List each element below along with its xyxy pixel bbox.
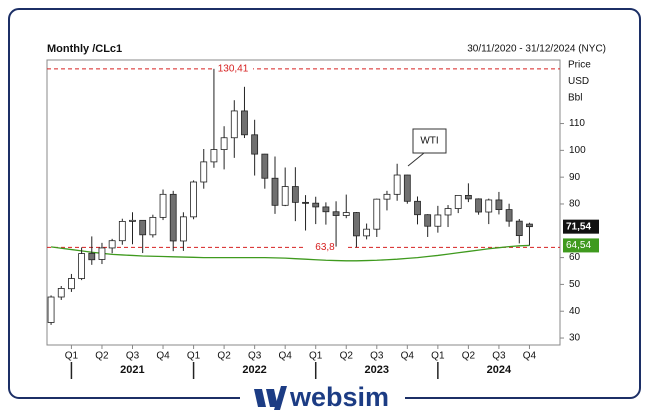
x-tick-label: Q1 bbox=[309, 351, 323, 362]
plot-frame bbox=[46, 59, 561, 346]
date-range: 30/11/2020 - 31/12/2024 (NYC) bbox=[467, 44, 606, 55]
candle-body bbox=[98, 247, 106, 260]
candle-body bbox=[434, 214, 442, 227]
candle-body bbox=[363, 228, 371, 237]
y-tick-label: 60 bbox=[569, 252, 581, 263]
year-label: 2023 bbox=[364, 364, 388, 376]
x-tick-label: Q2 bbox=[217, 351, 231, 362]
x-tick-label: Q2 bbox=[462, 351, 476, 362]
outer-border bbox=[8, 8, 641, 399]
x-tick-label: Q4 bbox=[279, 351, 293, 362]
candle-body bbox=[190, 181, 197, 218]
x-tick-label: Q4 bbox=[401, 351, 415, 362]
candle-body bbox=[261, 153, 269, 179]
x-tick-label: Q3 bbox=[370, 351, 384, 362]
candle-body bbox=[403, 174, 411, 202]
candle-body bbox=[220, 137, 228, 150]
candle-body bbox=[342, 212, 350, 216]
ref-label-bg bbox=[305, 241, 345, 254]
candle-body bbox=[495, 199, 503, 211]
x-tick-label: Q3 bbox=[492, 351, 506, 362]
candle-body bbox=[475, 198, 482, 213]
y-tick-label: 80 bbox=[569, 199, 581, 210]
candle-body bbox=[414, 200, 421, 216]
x-tick-label: Q2 bbox=[340, 351, 354, 362]
annotation-label: WTI bbox=[420, 136, 438, 147]
x-tick-label: Q1 bbox=[431, 351, 445, 362]
candle-body bbox=[291, 186, 299, 203]
candle-body bbox=[129, 219, 136, 222]
y-tick-label: 90 bbox=[569, 172, 581, 183]
candle-body bbox=[57, 288, 65, 298]
candle-body bbox=[424, 214, 432, 227]
candle-body bbox=[353, 212, 360, 237]
candle-body bbox=[179, 216, 187, 242]
candle-body bbox=[526, 223, 533, 228]
y-tick-label: 40 bbox=[569, 306, 581, 317]
unit-label: Bbl bbox=[568, 93, 582, 104]
x-tick-label: Q4 bbox=[156, 351, 170, 362]
candle-body bbox=[322, 206, 330, 213]
x-tick-label: Q1 bbox=[187, 351, 201, 362]
candle-body bbox=[47, 296, 55, 323]
candle-body bbox=[149, 216, 157, 236]
last-price-label: 71,54 bbox=[566, 221, 591, 232]
y-tick-label: 50 bbox=[569, 279, 581, 290]
ma-line bbox=[50, 244, 530, 262]
unit-label: USD bbox=[568, 76, 589, 87]
x-tick-label: Q1 bbox=[65, 351, 79, 362]
x-tick-label: Q3 bbox=[248, 351, 262, 362]
candle-body bbox=[515, 220, 523, 237]
ref-label-bg bbox=[213, 62, 253, 75]
x-tick-label: Q3 bbox=[126, 351, 140, 362]
candle-body bbox=[200, 161, 208, 183]
ref-label: 63,8 bbox=[315, 242, 335, 253]
ref-label: 130,41 bbox=[218, 63, 249, 74]
logo-icon bbox=[254, 386, 287, 410]
candle-body bbox=[312, 202, 320, 208]
ma-price-label: 64,54 bbox=[566, 240, 591, 251]
candle-body bbox=[159, 193, 167, 218]
chart-title: Monthly /CLc1 bbox=[47, 43, 122, 55]
candle-body bbox=[230, 110, 238, 139]
candle-body bbox=[68, 278, 75, 290]
candle-body bbox=[281, 186, 289, 206]
brand: websim bbox=[289, 382, 389, 412]
candle-body bbox=[118, 221, 126, 242]
candle-body bbox=[210, 149, 218, 163]
candle-body bbox=[271, 177, 279, 206]
candle-body bbox=[444, 208, 452, 216]
candle-body bbox=[169, 193, 177, 242]
year-label: 2022 bbox=[242, 364, 266, 376]
candle-body bbox=[78, 253, 86, 279]
candle-body bbox=[485, 199, 493, 213]
candle-body bbox=[251, 134, 259, 155]
annotation: WTI bbox=[407, 128, 447, 167]
y-tick-label: 100 bbox=[569, 145, 586, 156]
candle-body bbox=[139, 219, 147, 236]
candle-body bbox=[373, 198, 381, 230]
ma-price-box bbox=[563, 238, 599, 253]
candle-body bbox=[241, 110, 248, 136]
candle-body bbox=[108, 240, 116, 249]
candle-body bbox=[464, 194, 472, 200]
candle-body bbox=[383, 193, 391, 200]
y-tick-label: 30 bbox=[569, 333, 581, 344]
candle-body bbox=[505, 209, 513, 222]
y-tick-label: 110 bbox=[569, 118, 585, 129]
candle-body bbox=[393, 174, 401, 195]
unit-label: Price bbox=[568, 60, 591, 71]
x-tick-label: Q2 bbox=[95, 351, 109, 362]
year-label: 2021 bbox=[120, 364, 144, 376]
candle-body bbox=[332, 211, 340, 216]
candle-body bbox=[302, 201, 309, 204]
x-tick-label: Q4 bbox=[523, 351, 537, 362]
year-label: 2024 bbox=[487, 364, 512, 376]
candle-body bbox=[454, 194, 462, 209]
last-price-box bbox=[563, 219, 599, 234]
candle-body bbox=[88, 252, 96, 261]
